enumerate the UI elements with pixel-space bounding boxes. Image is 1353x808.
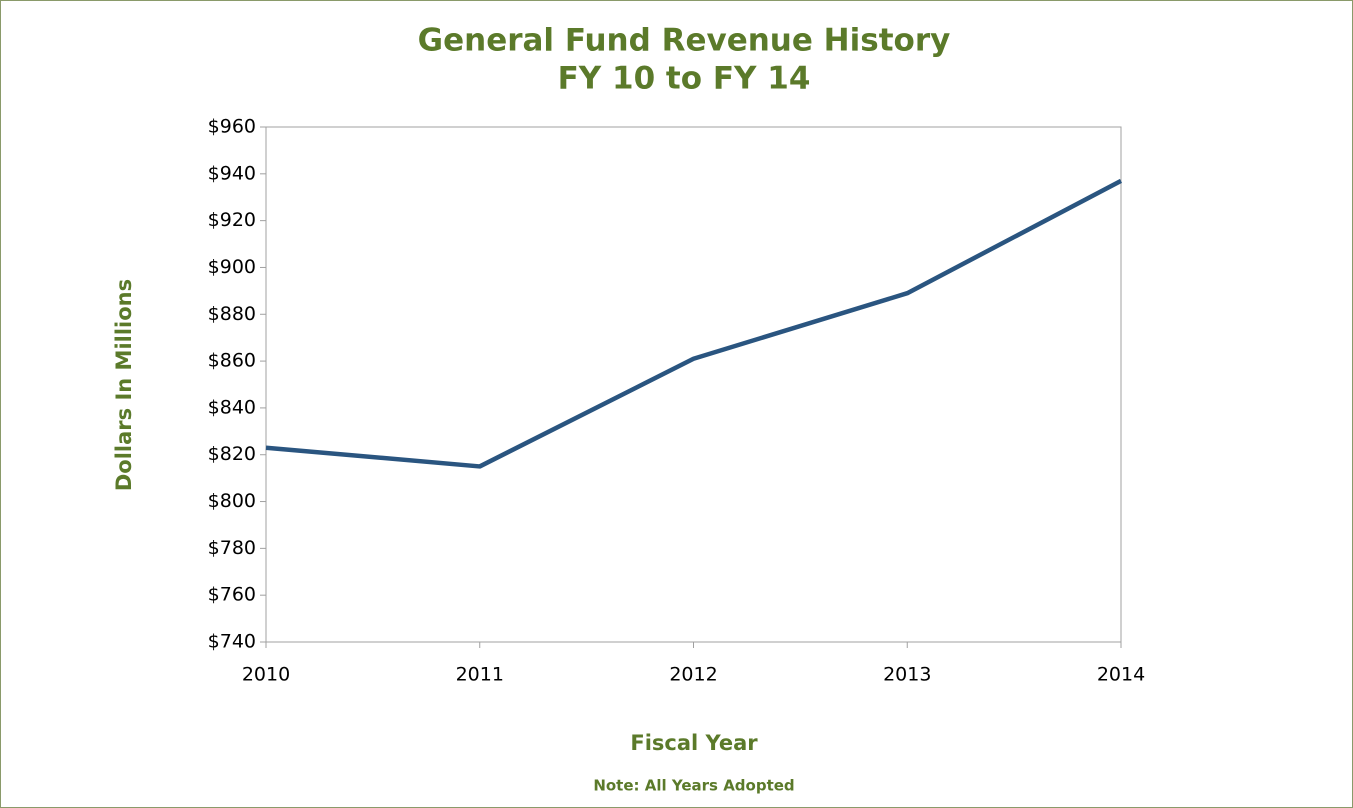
y-tick-label: $800 (208, 490, 256, 512)
x-tick-label: 2012 (669, 664, 717, 686)
x-axis-label: Fiscal Year (630, 731, 758, 755)
y-tick-label: $840 (208, 396, 256, 418)
y-tick-label: $940 (208, 162, 256, 184)
x-tick-label: 2010 (242, 664, 290, 686)
note: Note: All Years Adopted (593, 777, 794, 795)
y-tick-label: $860 (208, 350, 256, 372)
y-tick-label: $920 (208, 209, 256, 231)
y-tick-label: $760 (208, 584, 256, 606)
line-series (265, 178, 1123, 469)
y-tick-label: $820 (208, 443, 256, 465)
y-tick-label: $780 (208, 537, 256, 559)
y-tick-label: $740 (208, 631, 256, 653)
y-tick-label: $960 (208, 116, 256, 138)
y-tick-label: $880 (208, 303, 256, 325)
x-tick-label: 2013 (883, 664, 931, 686)
chart-subtitle: FY 10 to FY 14 (558, 61, 811, 97)
y-tick-label: $900 (208, 256, 256, 278)
x-tick-label: 2014 (1097, 664, 1145, 686)
chart-title: General Fund Revenue History (418, 23, 951, 59)
x-tick-label: 2011 (456, 664, 504, 686)
y-axis-label: Dollars In Millions (112, 279, 136, 491)
